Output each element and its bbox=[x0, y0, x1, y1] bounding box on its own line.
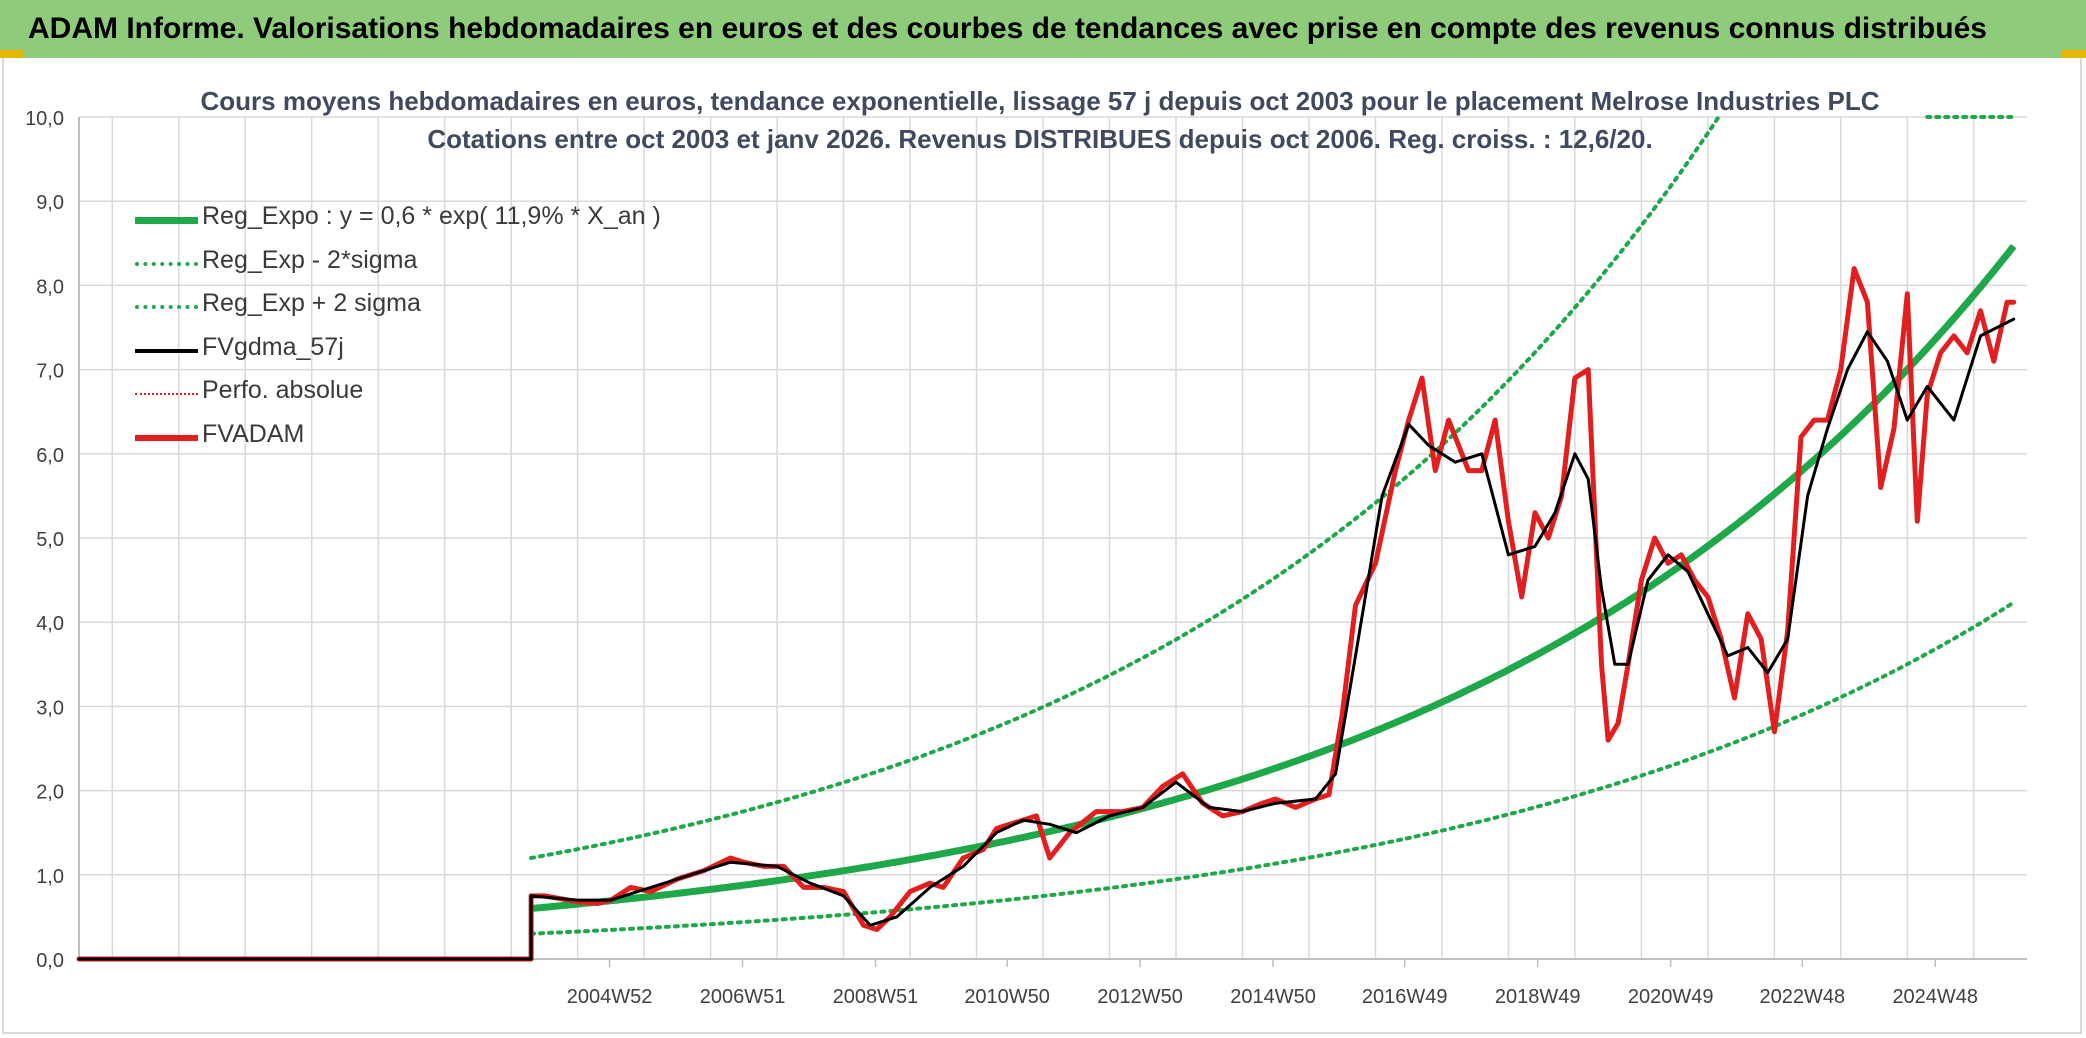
legend-label-absolute: Perfo. absolue bbox=[202, 376, 364, 404]
y-tick-label: 3,0 bbox=[36, 697, 64, 719]
x-tick-label: 2010W50 bbox=[964, 986, 1050, 1008]
legend-swatch-smoothed bbox=[135, 348, 198, 353]
legend-swatch-trend bbox=[135, 216, 198, 224]
y-tick-label: 2,0 bbox=[36, 782, 64, 804]
x-tick-label: 2014W50 bbox=[1230, 986, 1316, 1008]
legend-label-smoothed: FVgdma_57j bbox=[202, 332, 344, 361]
legend-swatch-absolute bbox=[135, 392, 198, 395]
report-title: ADAM Informe. Valorisations hebdomadaire… bbox=[28, 12, 1987, 45]
x-tick-label: 2024W48 bbox=[1892, 986, 1978, 1008]
x-tick-label: 2016W49 bbox=[1362, 986, 1448, 1008]
y-tick-label: 8,0 bbox=[36, 276, 64, 298]
legend-label-upper: Reg_Exp + 2 sigma bbox=[202, 289, 421, 317]
chart-frame bbox=[2, 58, 2082, 1034]
legend-swatch-upper bbox=[135, 305, 198, 309]
legend-label-lower: Reg_Exp - 2*sigma bbox=[202, 245, 418, 274]
legend-swatch-lower bbox=[135, 261, 198, 266]
x-tick-label: 2012W50 bbox=[1097, 986, 1183, 1008]
x-tick-label: 2006W51 bbox=[700, 986, 786, 1008]
y-tick-label: 4,0 bbox=[36, 613, 64, 635]
x-tick-label: 2022W48 bbox=[1759, 986, 1845, 1008]
x-tick-label: 2020W49 bbox=[1628, 986, 1714, 1008]
x-tick-label: 2018W49 bbox=[1495, 986, 1581, 1008]
y-tick-label: 9,0 bbox=[36, 192, 64, 214]
y-tick-label: 7,0 bbox=[36, 361, 64, 383]
legend-swatch-fvadam bbox=[135, 434, 198, 441]
y-tick-label: 1,0 bbox=[36, 866, 64, 888]
report-header: ADAM Informe. Valorisations hebdomadaire… bbox=[0, 0, 2086, 58]
lower-band-line bbox=[529, 600, 2016, 936]
y-tick-label: 10,0 bbox=[25, 108, 64, 130]
chart-subtitle: Cotations entre oct 2003 et janv 2026. R… bbox=[427, 124, 1653, 154]
x-tick-label: 2004W52 bbox=[567, 986, 653, 1008]
chart-title: Cours moyens hebdomadaires en euros, ten… bbox=[200, 86, 1880, 116]
trend-line bbox=[530, 243, 2017, 912]
fvadam-line bbox=[76, 266, 2017, 962]
x-tick-label: 2008W51 bbox=[833, 986, 919, 1008]
price-chart: 0,0 1,0 2,0 3,0 4,0 5,0 6,0 7,0 8,0 9,0 10,0 2004W5… bbox=[25, 108, 2027, 1008]
legend-label-fvadam: FVADAM bbox=[202, 419, 305, 448]
y-tick-label: 6,0 bbox=[36, 445, 64, 467]
upper-band-line bbox=[529, 116, 1720, 860]
corner-mark-left bbox=[0, 50, 24, 58]
y-tick-label: 5,0 bbox=[36, 529, 64, 551]
y-tick-label: 0,0 bbox=[36, 950, 64, 972]
fvgdma-57j-line bbox=[77, 317, 2016, 961]
corner-mark-right bbox=[2062, 50, 2086, 58]
legend-label-trend: Reg_Expo : y = 0,6 * exp( 11,9% * X_an ) bbox=[202, 202, 661, 230]
